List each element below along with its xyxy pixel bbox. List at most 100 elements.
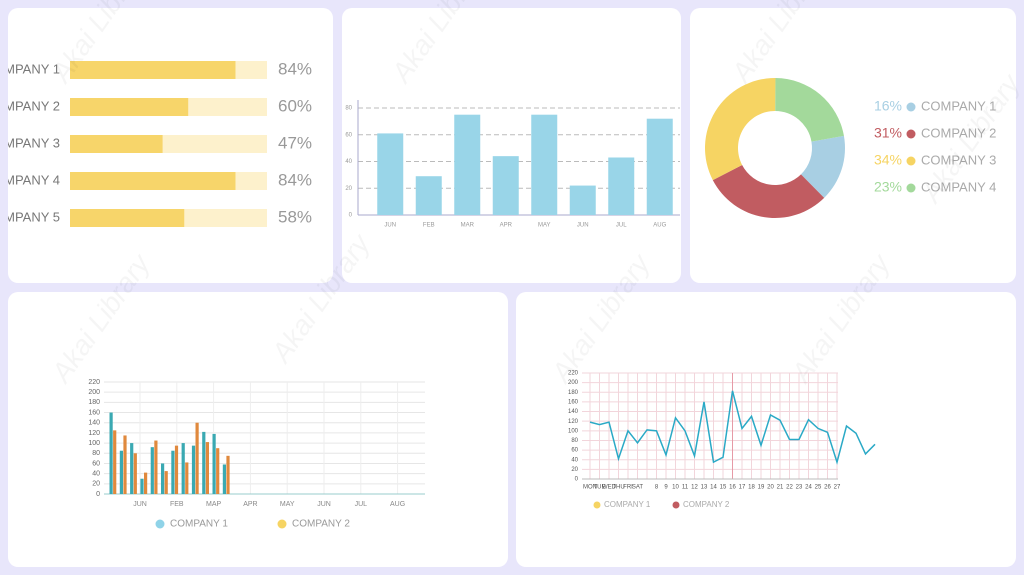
x-tick-label: JUN [384,223,396,229]
bar [144,472,148,494]
x-tick-label: 22 [786,485,793,491]
bar [109,412,113,494]
bar [531,114,558,215]
y-tick-label: 60 [345,132,352,138]
legend-dot [277,519,287,529]
legend-value: 31% [874,125,902,141]
x-tick-label: JUL [355,501,368,508]
x-tick-label: MAR [461,223,475,229]
panel [8,292,508,567]
x-tick-label: 15 [720,485,727,491]
x-tick-label: 11 [682,485,689,491]
legend-value: 16% [874,98,902,114]
bar-chart: 0 20 40 60 80 JUN FEB MAR APR MAY JUN JUL AUG [345,100,680,229]
value-label: 58% [278,207,312,226]
bar [164,471,168,494]
bar [222,464,226,494]
y-tick-label: 200 [568,380,579,386]
legend-dot [672,501,680,509]
bar [154,440,158,494]
x-tick-label: 20 [767,485,774,491]
value-label: 84% [278,170,312,189]
x-tick-label: APR [500,223,513,229]
bar [646,118,673,215]
y-tick-label: 80 [571,438,578,444]
y-tick-label: 40 [345,159,352,165]
x-tick-label: 21 [777,485,784,491]
y-tick-label: 200 [88,389,100,396]
row-label: COMPANY 1 [0,61,60,76]
x-tick-label: FEB [423,223,435,229]
bar [454,114,481,215]
y-tick-label: 60 [571,448,578,454]
bar [70,209,185,227]
bar [212,433,216,494]
x-tick-label: JUL [616,223,627,229]
x-tick-label: TUE [594,485,606,491]
legend-label: COMPANY 2 [292,519,350,530]
legend-label: COMPANY 2 [683,500,730,509]
legend-dot [155,519,165,529]
legend-label: COMPANY 4 [921,179,996,194]
y-tick-label: 0 [349,213,353,219]
x-tick-label: 18 [748,485,755,491]
x-tick-label: 26 [824,485,831,491]
value-label: 47% [278,133,312,152]
legend-label: COMPANY 1 [604,500,651,509]
y-tick-label: 60 [92,460,100,467]
x-tick-label: 9 [664,485,668,491]
y-tick-label: 20 [345,186,352,192]
y-tick-label: 20 [92,481,100,488]
row-label: COMPANY 4 [0,172,60,187]
y-tick-label: 140 [568,409,579,415]
y-tick-label: 140 [88,420,100,427]
y-tick-label: 80 [345,106,352,112]
y-tick-label: 100 [88,440,100,447]
legend-dot [593,501,601,509]
legend-dot [906,102,916,112]
x-tick-label: AUG [390,501,405,508]
grouped-bar-chart: 0 20 40 60 80 100 120 140 160 180 200 220 JUN FEB MAP A… [88,379,425,530]
donut-slice [712,164,825,219]
x-tick-label: MAY [538,223,551,229]
progress-chart: COMPANY 1 84% COMPANY 2 60% COMPANY 3 47% COMP… [0,59,312,227]
x-tick-label: AUG [653,223,666,229]
y-tick-label: 160 [568,399,579,405]
legend-dot [906,183,916,193]
y-tick-label: 40 [92,470,100,477]
bar [492,156,519,215]
row-label: COMPANY 2 [0,98,60,113]
x-tick-label: MAY [280,501,295,508]
y-tick-label: 220 [88,379,100,386]
donut-slice [705,78,776,181]
y-tick-label: 160 [88,409,100,416]
x-tick-label: 8 [655,485,659,491]
x-tick-label: 17 [739,485,746,491]
x-tick-label: MAP [206,501,222,508]
bar [70,61,236,79]
y-tick-label: 0 [575,477,579,483]
y-tick-label: 80 [92,450,100,457]
x-tick-label: JUN [577,223,589,229]
bar [216,448,220,494]
x-tick-label: FEB [170,501,184,508]
y-tick-label: 220 [568,371,579,377]
bar [202,431,206,494]
bar [377,133,404,215]
legend-label: COMPANY 3 [921,152,996,167]
x-tick-label: 12 [691,485,698,491]
y-tick-label: 120 [88,430,100,437]
bar [181,443,185,494]
line-chart: 0 20 40 60 80 100 120 140 160 180 200 220 MONTUEWEDT… [568,371,876,509]
y-tick-label: 100 [568,428,579,434]
x-tick-label: WED [602,485,617,491]
bar [415,176,442,215]
bar [133,453,137,494]
y-tick-label: 0 [96,491,100,498]
y-tick-label: 120 [568,419,579,425]
x-tick-label: 19 [758,485,765,491]
bar [161,463,165,494]
x-tick-label: JUN [317,501,331,508]
bar [226,455,230,494]
